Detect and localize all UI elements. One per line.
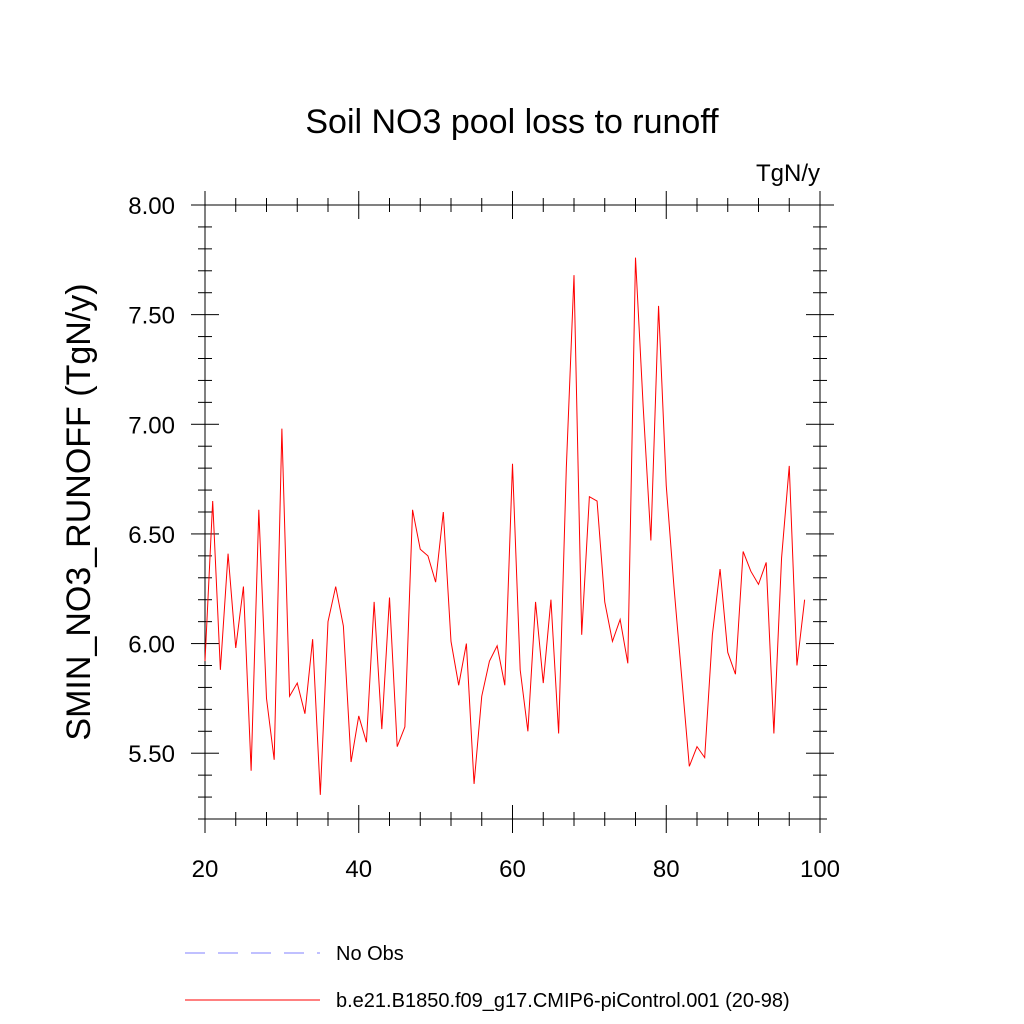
y-axis-label: SMIN_NO3_RUNOFF (TgN/y)	[60, 283, 98, 740]
series-lines	[204, 257, 806, 795]
y-tick-label: 6.50	[128, 522, 175, 549]
chart-title: Soil NO3 pool loss to runoff	[305, 103, 719, 141]
x-tick-label: 60	[499, 856, 526, 883]
y-tick-label: 7.00	[128, 412, 175, 439]
x-tick-label: 80	[653, 856, 680, 883]
plot-frame	[204, 204, 821, 820]
x-tick-label: 40	[345, 856, 372, 883]
y-tick-label: 7.50	[128, 303, 175, 330]
y-tick-label: 8.00	[128, 193, 175, 220]
y-tick-label: 6.00	[128, 632, 175, 659]
legend: No Obs b.e21.B1850.f09_g17.CMIP6-piContr…	[185, 943, 790, 1012]
axis-ticks	[191, 191, 834, 833]
series-line	[204, 257, 806, 795]
x-tick-label: 20	[192, 856, 219, 883]
legend-label-no-obs: No Obs	[336, 943, 404, 965]
units-label: TgN/y	[756, 160, 820, 187]
axis-tick-labels: 20 40 60 80 100 5.50 6.00 6.50 7.00 7.50 8.00	[128, 193, 840, 883]
legend-label-model: b.e21.B1850.f09_g17.CMIP6-piControl.001 …	[336, 990, 790, 1012]
y-tick-label: 5.50	[128, 741, 175, 768]
x-tick-label: 100	[800, 856, 840, 883]
